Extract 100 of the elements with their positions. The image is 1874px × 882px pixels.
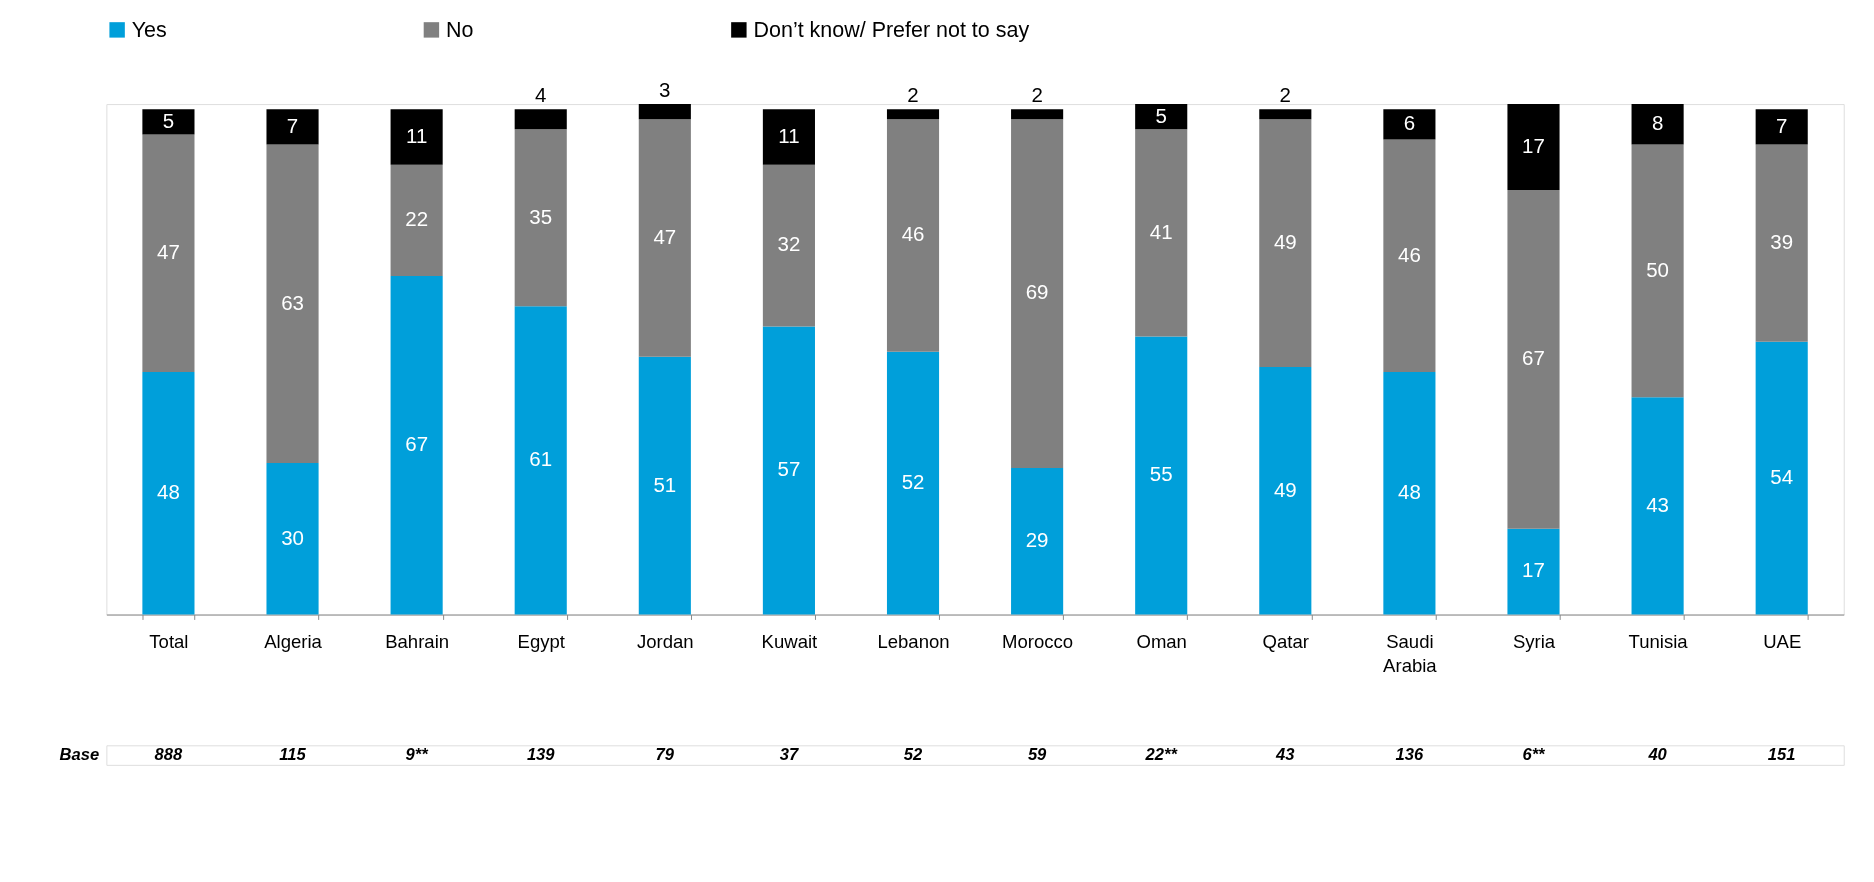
data-label: 30 [281,525,304,549]
x-tick-label: UAE [1763,631,1802,653]
x-tick-label: Morocco [1002,631,1074,653]
legend-label: No [446,17,474,42]
bar [886,119,940,352]
bar [886,351,940,615]
text: 151 [1767,744,1796,764]
data-label: 43 [1646,492,1669,516]
data-label: 11 [406,123,428,147]
data-label: 35 [529,204,553,228]
data-label: 57 [777,457,801,481]
bar [1507,528,1560,615]
x-tick-label: Algeria [264,631,323,653]
text: Base [59,744,100,764]
bar [638,356,691,615]
text: 9** [405,744,430,764]
bar [390,109,443,165]
text: 6** [1522,744,1547,764]
x-tick-label: Tunisia [1628,631,1689,653]
bar [514,129,567,307]
text: 888 [154,744,184,764]
bar [390,275,443,615]
bar [762,109,815,165]
data-label: 55 [1149,462,1173,486]
text: 115 [279,744,307,764]
x-tick-label: Syria [1512,631,1556,653]
data-label: 61 [529,447,553,471]
x-tick-label: Qatar [1262,631,1309,653]
bar [1507,190,1560,529]
data-label: 2 [1031,83,1043,107]
text: 43 [1275,744,1296,764]
bar [266,109,319,145]
data-label: 47 [157,240,180,264]
data-label: 32 [777,232,801,256]
data-label: 29 [1025,528,1049,552]
bar [266,144,319,463]
text: 59 [1027,744,1048,764]
data-label: 2 [1279,83,1292,107]
bar [1259,366,1312,615]
data-label: 5 [162,108,175,132]
data-label: 7 [1775,113,1788,137]
bar [638,119,691,357]
data-label: 63 [281,290,304,314]
bar [1135,336,1188,615]
bar [1011,467,1064,615]
data-label: 51 [653,472,677,496]
bar [1631,104,1684,145]
data-label: 67 [1522,346,1545,370]
x-tick-label: Kuwait [761,631,819,653]
data-label: 7 [286,113,299,137]
bar [1011,119,1064,468]
bar [1135,129,1188,337]
bar [1507,104,1560,190]
bar [1259,109,1312,120]
bar [762,164,815,327]
x-tick-label: Bahrain [385,631,450,653]
bar [142,109,195,135]
x-tick-label: Lebanon [877,631,950,653]
bar [762,326,815,615]
bar [266,462,319,615]
data-label: 41 [1149,219,1173,243]
data-label: 47 [653,224,677,248]
data-label: 17 [1522,558,1545,582]
text: 37 [779,744,799,764]
data-label: 48 [1398,480,1421,504]
data-label: 69 [1025,280,1049,304]
bar [514,109,567,130]
x-tick-label: Egypt [517,631,566,653]
data-label: 49 [1273,477,1297,501]
x-tick-label: Saudi Arabia [1383,631,1438,676]
data-label: 46 [1398,242,1421,266]
text: 139 [526,744,556,764]
legend-label: Yes [131,17,167,42]
data-label: 11 [778,123,800,147]
data-label: 39 [1770,229,1794,253]
bar [1755,109,1808,145]
bar [1011,109,1064,120]
data-label: 54 [1770,464,1794,488]
data-label: 8 [1651,111,1664,135]
text: 52 [903,744,924,764]
data-label: 4 [535,83,547,107]
bar [1135,104,1188,130]
data-label: 67 [405,432,429,456]
bar [1383,139,1436,372]
data-label: 49 [1273,229,1297,253]
text: 79 [655,744,675,764]
x-tick-label: Oman [1136,631,1187,653]
data-label: 2 [907,83,919,107]
data-label: 6 [1403,111,1416,135]
bar [1631,144,1684,398]
data-label: 5 [1155,103,1167,127]
bar [1259,119,1312,367]
data-label: 46 [901,222,925,246]
data-label: 52 [901,470,925,493]
data-label: 3 [659,78,671,102]
bar [142,134,195,372]
bar [638,104,691,120]
bar [1755,341,1808,615]
bar [514,306,567,615]
x-tick-label: Jordan [636,631,694,653]
